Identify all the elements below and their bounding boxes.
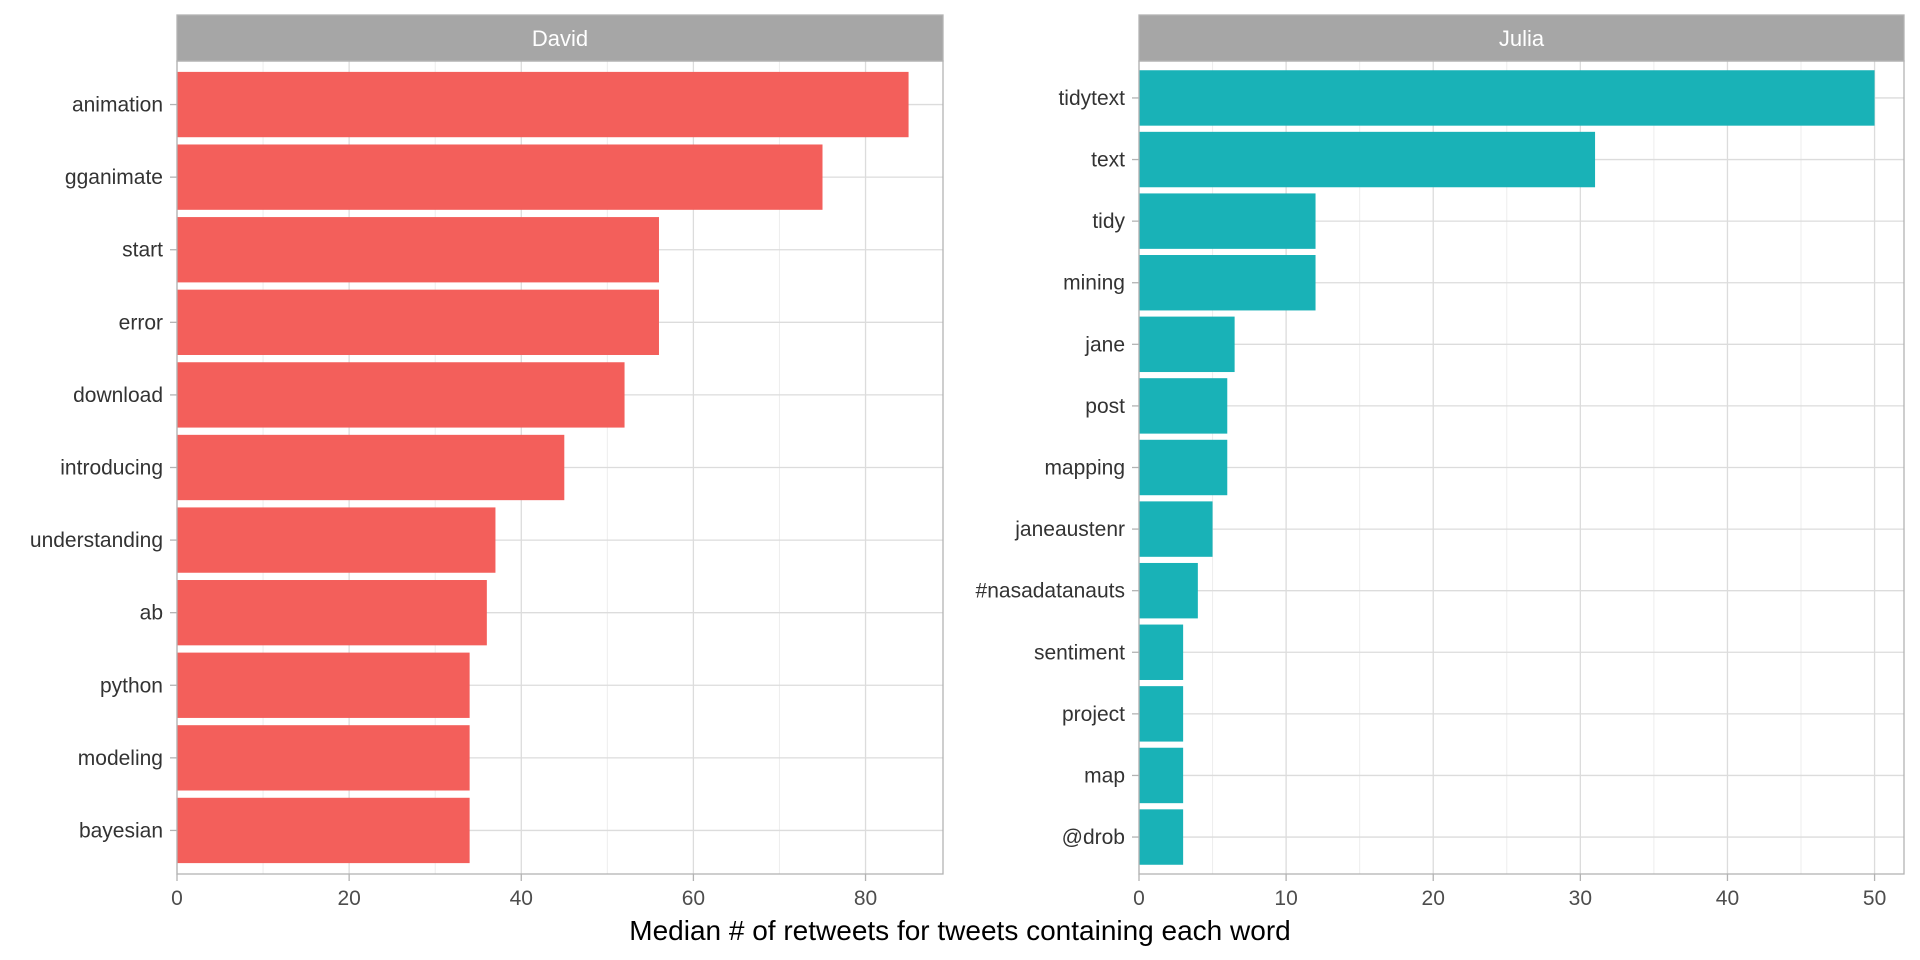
- x-tick-label: 0: [171, 887, 183, 910]
- category-label: janeaustenr: [1014, 518, 1125, 541]
- x-tick-label: 40: [1716, 887, 1739, 910]
- category-label: download: [73, 384, 163, 407]
- bar-julia--nasadatanauts: [1139, 562, 1198, 619]
- bar-julia-janeaustenr: [1139, 501, 1213, 557]
- category-label: gganimate: [65, 166, 163, 189]
- x-tick-label: 60: [682, 887, 705, 910]
- category-label: ab: [140, 602, 163, 625]
- x-tick-label: 50: [1863, 887, 1886, 910]
- bar-julia-text: [1139, 131, 1596, 188]
- category-label: map: [1084, 764, 1125, 787]
- bar-david-modeling: [177, 725, 470, 791]
- category-label: post: [1085, 395, 1125, 418]
- bar-julia-post: [1139, 378, 1228, 434]
- category-label: tidytext: [1058, 87, 1125, 110]
- bar-david-gganimate: [177, 144, 823, 210]
- bar-julia-jane: [1139, 316, 1235, 373]
- category-label: error: [119, 311, 163, 334]
- category-label: jane: [1084, 333, 1125, 356]
- bar-julia-mining: [1139, 255, 1316, 311]
- bar-david-understanding: [177, 507, 496, 573]
- category-label: understanding: [30, 529, 163, 552]
- bar-david-start: [177, 217, 659, 283]
- bar-julia-tidy: [1139, 193, 1316, 249]
- bar-julia-tidytext: [1139, 70, 1875, 126]
- x-tick-label: 0: [1133, 887, 1145, 910]
- bar-david-error: [177, 289, 659, 355]
- category-label: sentiment: [1034, 641, 1125, 664]
- bar-julia-project: [1139, 686, 1184, 742]
- category-label: introducing: [60, 457, 163, 480]
- category-label: animation: [72, 94, 163, 117]
- bar-julia-mapping: [1139, 439, 1228, 496]
- bar-david-download: [177, 362, 625, 428]
- category-label: bayesian: [79, 819, 163, 842]
- x-tick-label: 30: [1569, 887, 1592, 910]
- x-tick-label: 40: [510, 887, 533, 910]
- category-label: #nasadatanauts: [976, 580, 1125, 603]
- category-label: modeling: [78, 747, 163, 770]
- category-label: mapping: [1044, 457, 1125, 480]
- bar-julia-map: [1139, 747, 1184, 804]
- x-tick-label: 20: [1422, 887, 1445, 910]
- category-label: python: [100, 674, 163, 697]
- bar-david-python: [177, 652, 470, 718]
- category-label: text: [1091, 149, 1125, 172]
- bar-david-ab: [177, 580, 487, 646]
- facet-strip-david: [176, 14, 944, 62]
- x-axis-title: Median # of retweets for tweets containi…: [629, 915, 1290, 946]
- category-label: start: [122, 239, 163, 262]
- facet-strip-julia: [1138, 14, 1905, 62]
- bar-david-introducing: [177, 434, 565, 501]
- category-label: @drob: [1062, 826, 1125, 849]
- x-tick-label: 80: [854, 887, 877, 910]
- bar-david-animation: [177, 71, 909, 138]
- x-tick-label: 10: [1274, 887, 1297, 910]
- facet-strip-label: Julia: [1499, 26, 1545, 51]
- facet-strip-label: David: [532, 26, 588, 51]
- bar-julia--drob: [1139, 809, 1184, 865]
- bar-david-bayesian: [177, 797, 470, 864]
- bar-julia-sentiment: [1139, 624, 1184, 680]
- category-label: mining: [1063, 272, 1125, 295]
- x-tick-label: 20: [337, 887, 360, 910]
- category-label: tidy: [1092, 210, 1125, 233]
- category-label: project: [1062, 703, 1125, 726]
